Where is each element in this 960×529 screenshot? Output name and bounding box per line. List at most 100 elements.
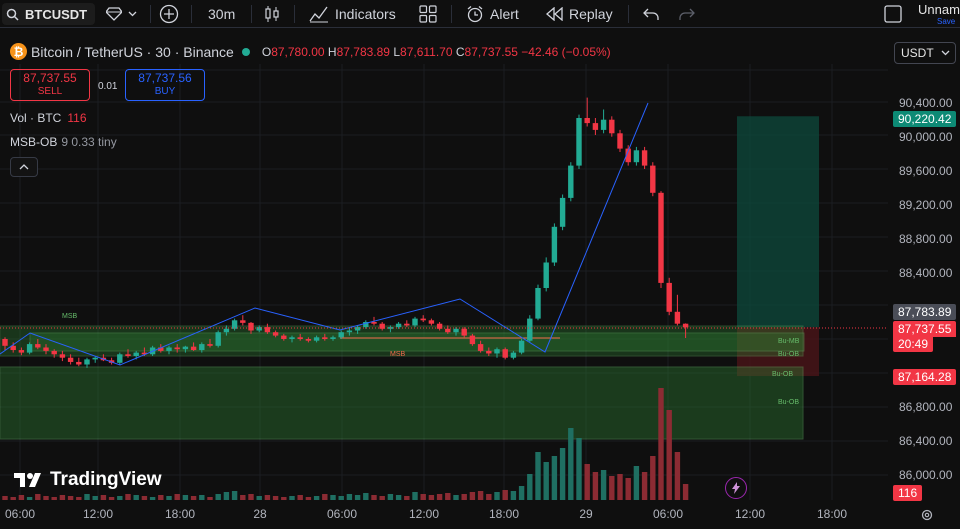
msb-ob-indicator-legend[interactable]: MSB-OB 9 0.33 tiny bbox=[10, 135, 117, 149]
volume-bar bbox=[346, 494, 353, 500]
volume-bar bbox=[682, 484, 689, 500]
candle-body bbox=[2, 339, 8, 346]
grid-icon bbox=[419, 5, 437, 23]
symbol-name: BTCUSDT bbox=[25, 6, 88, 22]
volume-bar bbox=[207, 497, 213, 500]
fullscreen-button[interactable] bbox=[884, 2, 902, 26]
candle-body bbox=[650, 165, 656, 193]
bu-ob-label-3: Bu-OB bbox=[778, 399, 800, 406]
save-status[interactable]: Save bbox=[937, 17, 956, 26]
undo-button[interactable] bbox=[643, 2, 659, 26]
candle-body bbox=[84, 359, 90, 365]
candle-body bbox=[625, 148, 631, 163]
volume-bar bbox=[84, 494, 90, 500]
candle-body bbox=[133, 352, 139, 356]
buy-button[interactable]: 87,737.56 BUY bbox=[125, 69, 205, 101]
compare-symbol-button[interactable] bbox=[159, 2, 179, 26]
candle-body bbox=[379, 323, 385, 329]
candle-body bbox=[264, 327, 271, 333]
volume-bar bbox=[527, 474, 533, 500]
indicators-button[interactable]: Indicators bbox=[309, 2, 396, 26]
price-tick: 86,400.00 bbox=[899, 434, 953, 448]
candle-body bbox=[92, 357, 98, 360]
watchlist-button[interactable] bbox=[106, 2, 137, 26]
indicators-label: Indicators bbox=[335, 6, 396, 22]
chart-grid bbox=[0, 64, 888, 500]
volume-bar bbox=[445, 493, 451, 500]
price-chart[interactable] bbox=[0, 29, 960, 529]
plus-icon bbox=[159, 4, 179, 24]
candle-body bbox=[494, 349, 500, 354]
countdown-tag: 20:49 bbox=[893, 336, 934, 352]
interval-button[interactable]: 30m bbox=[208, 2, 235, 26]
flash-event-button[interactable] bbox=[725, 477, 747, 499]
candle-body bbox=[633, 150, 640, 163]
chart-type-button[interactable] bbox=[264, 2, 280, 26]
symbol-search-button[interactable]: BTCUSDT bbox=[2, 3, 96, 25]
alert-button[interactable]: Alert bbox=[466, 2, 519, 26]
volume-bar bbox=[650, 456, 656, 500]
candle-body bbox=[674, 311, 681, 324]
candle-body bbox=[371, 322, 377, 324]
volume-bar bbox=[559, 448, 566, 500]
candle-body bbox=[207, 344, 213, 346]
volume-indicator-legend[interactable]: Vol · BTC 116 bbox=[10, 111, 87, 125]
volume-bar bbox=[158, 495, 164, 500]
candle-body bbox=[76, 361, 82, 365]
collapse-legend-button[interactable] bbox=[10, 157, 38, 177]
volume-bar bbox=[174, 494, 180, 500]
candle-body bbox=[10, 345, 16, 351]
volume-bar bbox=[338, 496, 344, 500]
msb-label-bottom: MSB bbox=[390, 351, 406, 358]
alert-label: Alert bbox=[490, 6, 519, 22]
candle-body bbox=[125, 354, 131, 356]
candle-body bbox=[322, 337, 328, 339]
price-tick: 90,000.00 bbox=[899, 130, 953, 144]
legend-title[interactable]: Bitcoin / TetherUS · 30 · Binance bbox=[31, 43, 234, 60]
high-price-tag: 87,783.89 bbox=[893, 304, 957, 320]
candle-body bbox=[59, 354, 66, 358]
take-profit-price-tag: 90,220.42 bbox=[893, 111, 957, 127]
candle-body bbox=[363, 322, 369, 328]
volume-bar bbox=[551, 456, 558, 500]
candle-body bbox=[592, 123, 599, 130]
candle-body bbox=[428, 320, 435, 324]
candle-body bbox=[248, 322, 254, 331]
candle-body bbox=[313, 337, 320, 341]
volume-bar bbox=[108, 497, 115, 500]
candle-body bbox=[510, 352, 517, 358]
layout-name[interactable]: Unnam bbox=[918, 2, 960, 17]
lightning-icon bbox=[732, 482, 740, 494]
volume-bar bbox=[617, 474, 623, 500]
currency-select[interactable]: USDT bbox=[894, 42, 956, 64]
volume-bar bbox=[453, 495, 459, 500]
chart-settings-button[interactable] bbox=[920, 508, 934, 527]
candle-body bbox=[346, 330, 353, 333]
candle-body bbox=[289, 337, 295, 339]
candle-body bbox=[412, 318, 418, 326]
candle-body bbox=[305, 339, 312, 341]
volume-bar bbox=[330, 495, 336, 500]
volume-bar bbox=[149, 497, 156, 500]
candle-body bbox=[240, 320, 246, 323]
time-tick: 12:00 bbox=[408, 507, 440, 521]
bu-ob-label-2: Bu-OB bbox=[772, 371, 794, 378]
chevron-down-icon bbox=[128, 11, 137, 17]
volume-bar bbox=[166, 496, 172, 500]
volume-bars bbox=[2, 388, 689, 500]
candle-body bbox=[461, 328, 467, 336]
volume-bar bbox=[469, 492, 476, 500]
candle-body bbox=[354, 327, 361, 331]
redo-button[interactable] bbox=[679, 2, 695, 26]
search-icon bbox=[6, 8, 19, 21]
volume-bar bbox=[51, 497, 57, 500]
time-tick: 29 bbox=[579, 507, 593, 521]
layouts-button[interactable] bbox=[419, 2, 437, 26]
tradingview-logo[interactable]: TradingView bbox=[14, 469, 162, 491]
stop-loss-zone bbox=[737, 327, 819, 377]
volume-bar bbox=[494, 492, 500, 500]
tradingview-logo-icon bbox=[14, 473, 41, 487]
sell-button[interactable]: 87,737.55 SELL bbox=[10, 69, 90, 101]
candle-body bbox=[231, 320, 238, 329]
replay-button[interactable]: Replay bbox=[545, 2, 613, 26]
